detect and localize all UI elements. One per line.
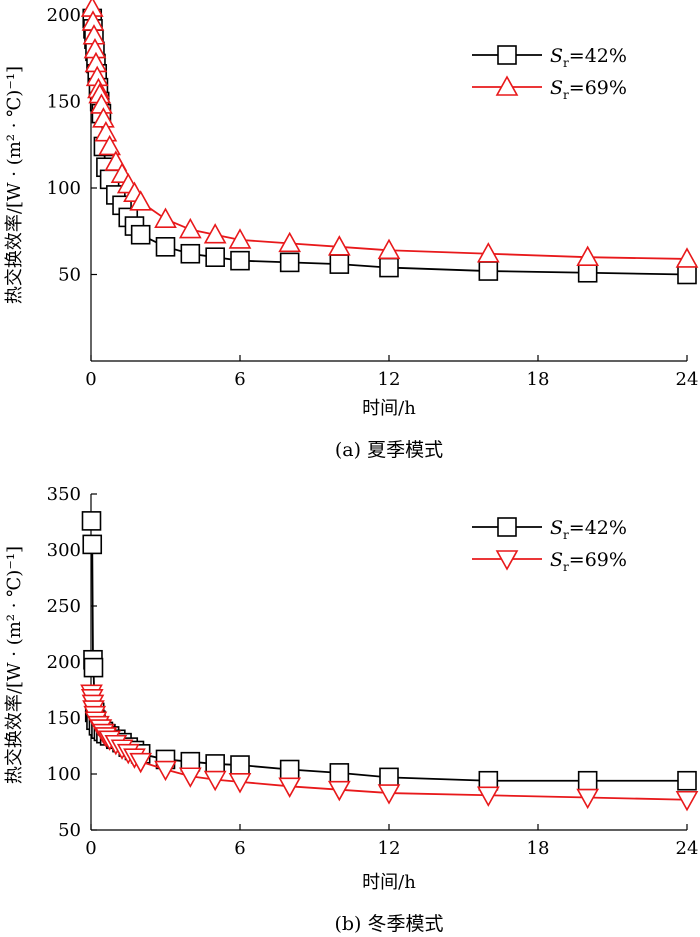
y-axis-label-b: 热交换效率/[W · (m² · ℃)⁻¹] (4, 546, 25, 784)
data-point (278, 777, 302, 798)
data-point (476, 242, 500, 263)
series-a (80, 0, 699, 285)
x-tick-label: 18 (527, 369, 550, 390)
data-point (129, 190, 153, 211)
data-point (675, 247, 699, 268)
y-tick-label: 50 (58, 265, 81, 286)
legend-label: Sr=69% (550, 77, 627, 102)
data-point (180, 243, 201, 264)
y-tick-label: 250 (47, 596, 81, 617)
x-axis-label-a: 时间/h (362, 398, 416, 419)
ticks-a: 0 6 12 18 24 50 100 150 200 (47, 5, 699, 390)
data-point (154, 760, 177, 782)
data-point (178, 767, 202, 788)
data-point (81, 511, 102, 531)
data-point (83, 657, 104, 678)
data-point (576, 245, 600, 267)
data-point (94, 120, 118, 142)
series-line-42pct (91, 544, 687, 782)
data-point (677, 770, 697, 791)
y-tick-label: 150 (47, 92, 81, 113)
caption-a: (a) 夏季模式 (335, 439, 443, 461)
data-point (154, 207, 177, 228)
y-tick-label: 300 (47, 540, 81, 561)
data-point (203, 223, 227, 244)
data-point (379, 767, 399, 788)
data-point (230, 755, 250, 775)
ticks-b: 0 6 12 18 24 50 100 150 200 250 300 350 (47, 484, 699, 859)
data-point (82, 534, 103, 555)
legend-label: Sr=42% (550, 45, 627, 70)
data-point (278, 231, 302, 253)
legend-marker (497, 45, 517, 65)
x-tick-label: 24 (676, 369, 699, 390)
panel-winter: 0 6 12 18 24 50 100 150 200 250 300 350 Sr=42% Sr=69… (4, 484, 698, 935)
x-tick-label: 0 (85, 838, 96, 859)
series-b (80, 511, 699, 812)
x-tick-label: 12 (378, 838, 401, 859)
x-tick-label: 12 (378, 369, 401, 390)
x-tick-label: 6 (234, 838, 245, 859)
data-point (329, 254, 350, 274)
data-point (329, 763, 350, 783)
data-point (205, 247, 225, 267)
y-tick-label: 150 (47, 708, 81, 729)
data-point (205, 754, 225, 774)
data-point (228, 228, 252, 249)
y-tick-label: 50 (58, 820, 81, 841)
data-point (577, 262, 598, 283)
y-tick-label: 200 (47, 652, 81, 673)
caption-b: (b) 冬季模式 (334, 913, 443, 935)
data-point (327, 235, 351, 256)
y-tick-label: 100 (47, 764, 81, 785)
data-point (129, 752, 153, 774)
data-point (327, 780, 351, 802)
data-point (130, 224, 151, 245)
data-point (377, 784, 401, 805)
legend-marker (495, 550, 519, 571)
data-point (230, 250, 250, 271)
y-tick-label: 350 (47, 484, 81, 505)
data-point (155, 237, 176, 257)
legend-label: Sr=69% (550, 549, 627, 574)
x-tick-label: 6 (234, 369, 245, 390)
data-point (279, 252, 300, 273)
data-point (228, 773, 252, 794)
data-point (379, 257, 399, 278)
y-tick-label: 200 (47, 5, 81, 26)
legend-b: Sr=42% Sr=69% (472, 517, 627, 574)
data-point (279, 759, 300, 780)
data-point (577, 770, 598, 791)
data-point (675, 790, 699, 812)
x-tick-label: 24 (676, 838, 699, 859)
data-point (203, 770, 227, 792)
x-tick-label: 0 (85, 369, 96, 390)
legend-marker (495, 75, 519, 96)
y-axis-label-a: 热交换效率/[W · (m² · ℃)⁻¹] (4, 66, 25, 304)
x-axis-label-b: 时间/h (362, 872, 416, 893)
data-point (576, 788, 600, 810)
x-tick-label: 18 (527, 838, 550, 859)
legend-label: Sr=42% (550, 517, 627, 542)
data-point (98, 134, 121, 156)
data-point (178, 217, 202, 239)
data-point (377, 238, 401, 260)
panel-summer: 0 6 12 18 24 50 100 150 200 Sr=42% Sr=69% 时间/h 热交… (4, 0, 698, 461)
data-point (677, 264, 697, 285)
legend-marker (497, 517, 517, 537)
y-tick-label: 100 (47, 178, 81, 199)
data-point (476, 786, 500, 807)
data-point (478, 261, 499, 281)
legend-a: Sr=42% Sr=69% (472, 45, 627, 102)
